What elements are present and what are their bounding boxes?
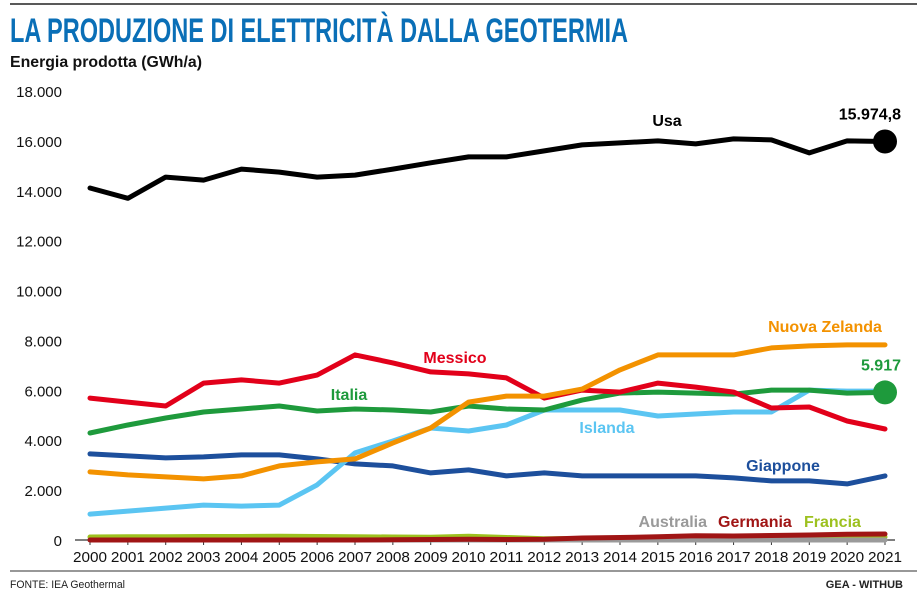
y-tick-label: 8.000: [24, 333, 62, 350]
x-tick-label: 2017: [717, 549, 751, 566]
series-label: Nuova Zelanda: [768, 319, 882, 336]
x-tick-label: 2020: [830, 549, 864, 566]
series-line-islanda: [87, 387, 888, 517]
x-tick-label: 2015: [641, 549, 675, 566]
series-line-germania: [87, 531, 888, 543]
y-tick-label: 6.000: [24, 383, 62, 400]
series-line-messico: [87, 352, 888, 432]
series-label: Australia: [639, 514, 708, 531]
series-line-italia: [87, 387, 888, 436]
x-tick-label: 2005: [262, 549, 296, 566]
y-tick-label: 2.000: [24, 483, 62, 500]
x-tick-label: 2009: [414, 549, 448, 566]
y-tick-label: 0: [54, 533, 62, 550]
x-tick-label: 2004: [224, 549, 258, 566]
series-label: Germania: [718, 514, 792, 531]
y-tick-label: 18.000: [16, 84, 62, 101]
series-label: Islanda: [579, 420, 634, 437]
y-tick-label: 10.000: [16, 284, 62, 301]
x-tick-label: 2003: [187, 549, 221, 566]
y-tick-label: 16.000: [16, 134, 62, 151]
x-tick-label: 2012: [527, 549, 561, 566]
series-label: Usa: [652, 113, 681, 130]
x-tick-label: 2006: [300, 549, 334, 566]
y-tick-label: 4.000: [24, 433, 62, 450]
x-tick-label: 2007: [338, 549, 372, 566]
chart-title: LA PRODUZIONE DI ELETTRICITÀ DALLA GEOTE…: [10, 12, 628, 50]
x-tick-label: 2002: [149, 549, 183, 566]
series-label: Francia: [804, 514, 861, 531]
endpoint-marker: [873, 380, 897, 405]
series-label: Giappone: [746, 458, 820, 475]
credit: GEA - WITHUB: [826, 579, 903, 591]
x-tick-label: 2001: [111, 549, 145, 566]
y-axis-label: Energia prodotta (GWh/a): [10, 54, 202, 71]
endpoint-value-label: 15.974,8: [839, 107, 901, 124]
endpoint-marker: [873, 129, 897, 154]
x-tick-label: 2013: [565, 549, 599, 566]
x-tick-label: 2010: [452, 549, 486, 566]
series-line-usa: [87, 136, 888, 201]
series-line-giappone: [87, 451, 888, 487]
x-tick-label: 2000: [73, 549, 107, 566]
endpoint-value-label: 5.917: [861, 357, 901, 374]
x-tick-label: 2008: [376, 549, 410, 566]
y-tick-label: 14.000: [16, 184, 62, 201]
series-line-nuova-zelanda: [87, 342, 888, 482]
y-tick-label: 12.000: [16, 234, 62, 251]
x-tick-label: 2021: [868, 549, 902, 566]
source-note: FONTE: IEA Geothermal: [10, 579, 125, 591]
x-tick-label: 2011: [489, 549, 523, 566]
series-label: Messico: [423, 350, 486, 367]
x-tick-label: 2016: [679, 549, 713, 566]
x-tick-label: 2018: [754, 549, 788, 566]
x-tick-label: 2014: [603, 549, 637, 566]
series-label: Italia: [331, 387, 368, 404]
x-tick-label: 2019: [792, 549, 826, 566]
